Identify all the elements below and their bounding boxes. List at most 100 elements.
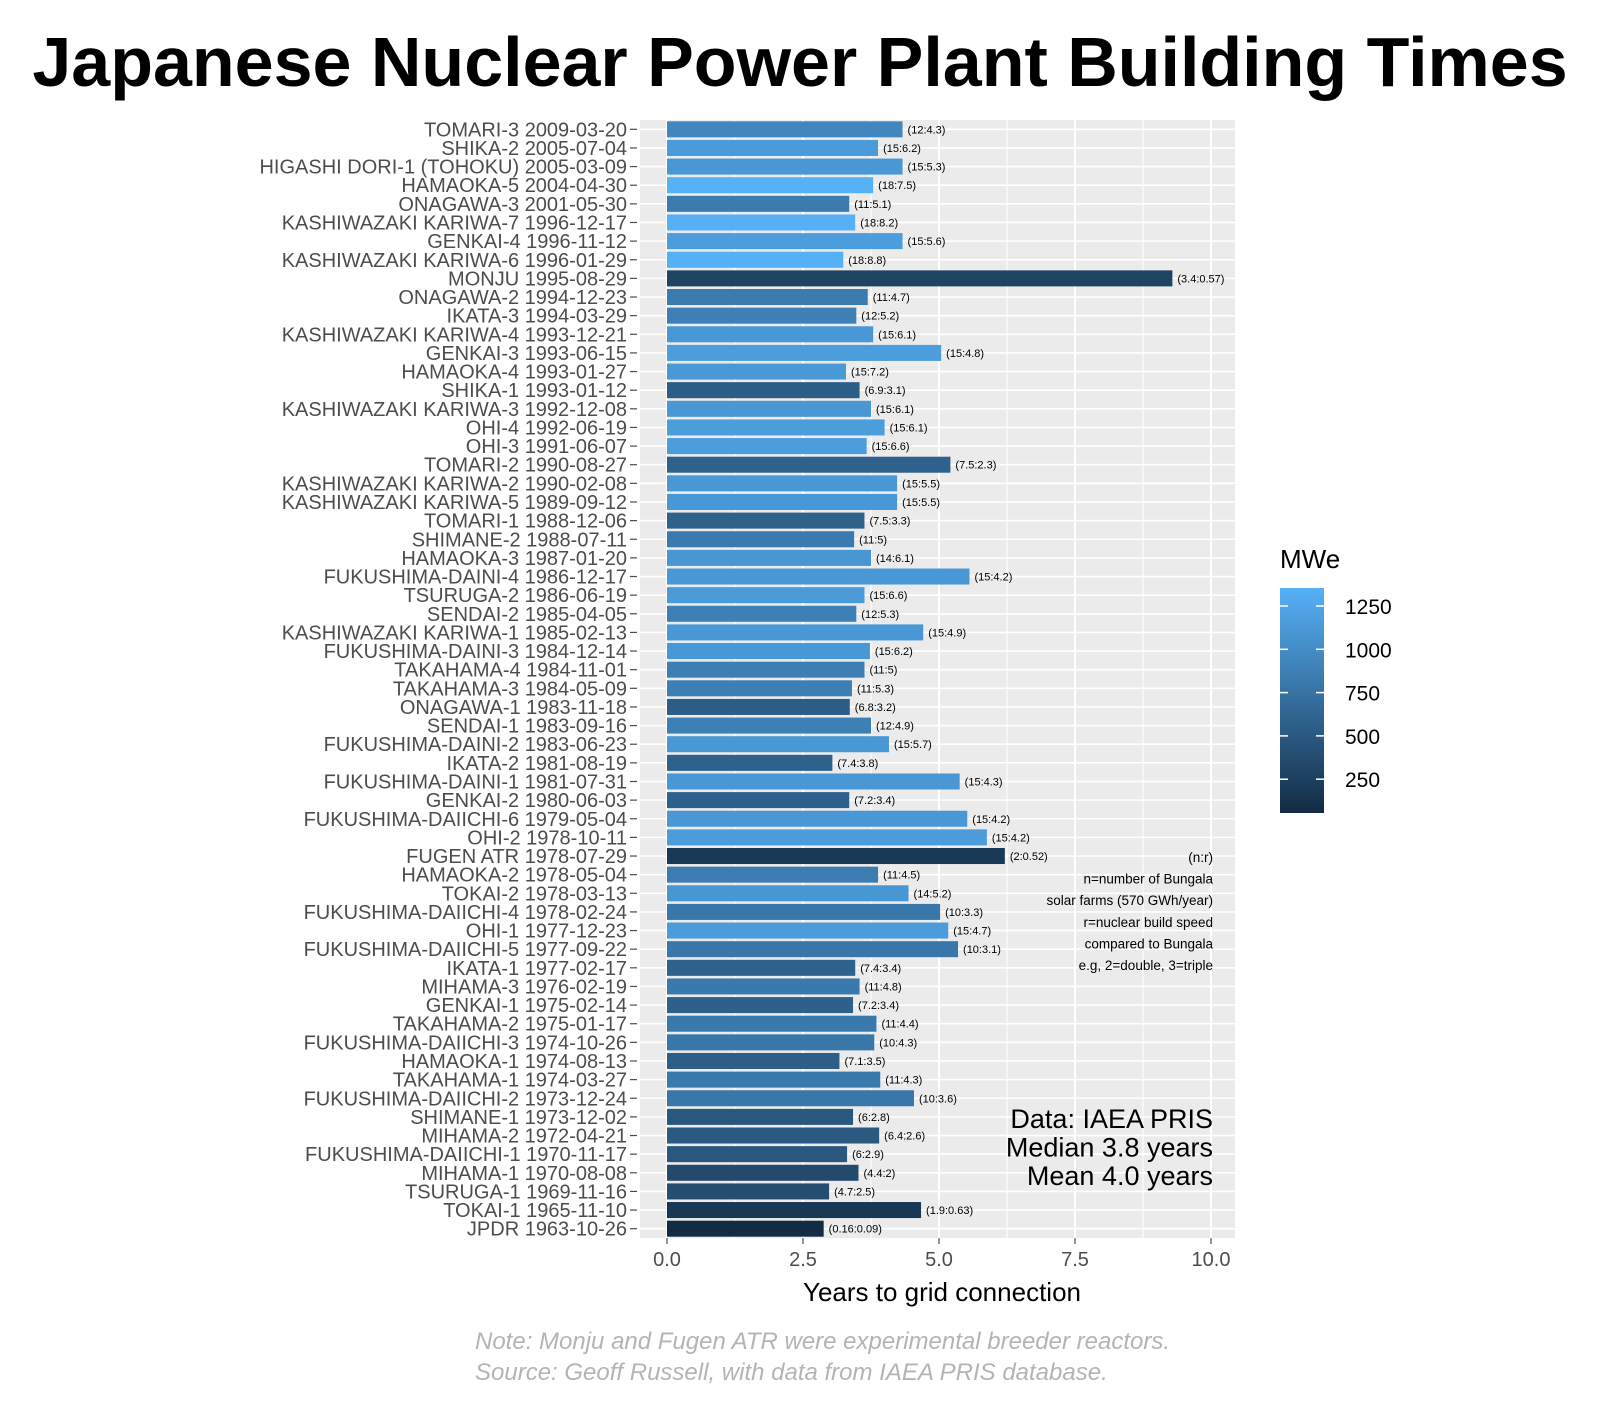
bar-value-label: (6.8:3.2): [855, 702, 896, 714]
category-label: TOKAI-1 1965-11-10: [443, 1200, 627, 1222]
summary-line: Median 3.8 years: [1006, 1133, 1213, 1163]
chart-title: Japanese Nuclear Power Plant Building Ti…: [32, 23, 1568, 101]
bar-value-label: (14:6.1): [876, 553, 914, 565]
category-label: KASHIWAZAKI KARIWA-7 1996-12-17: [282, 212, 627, 234]
category-label: GENKAI-1 1975-02-14: [426, 995, 627, 1017]
footnote-line-2: Source: Geoff Russell, with data from IA…: [475, 1359, 1108, 1386]
bar: [667, 624, 924, 641]
category-label: JPDR 1963-10-26: [467, 1219, 627, 1241]
bar: [667, 792, 850, 809]
bar: [667, 1090, 914, 1107]
category-label: FUKUSHIMA-DAIICHI-4 1978-02-24: [304, 902, 627, 924]
captions: (n:r) n=number of Bungala solar farms (570…: [1006, 850, 1214, 1191]
bar: [667, 1164, 859, 1181]
bar: [667, 754, 833, 771]
bar: [667, 997, 854, 1014]
caption-line: (n:r): [1188, 850, 1213, 865]
bar-value-label: (15:6.1): [878, 329, 916, 341]
bar: [667, 680, 852, 697]
bar: [667, 493, 898, 510]
caption-line: n=number of Bungala: [1084, 872, 1214, 887]
category-label: KASHIWAZAKI KARIWA-4 1993-12-21: [282, 324, 627, 346]
caption-line: e.g, 2=double, 3=triple: [1079, 958, 1213, 973]
bar-value-label: (18:8.2): [860, 217, 898, 229]
category-label: KASHIWAZAKI KARIWA-2 1990-02-08: [282, 473, 627, 495]
bar-value-label: (11:5.3): [857, 683, 894, 695]
bar: [667, 885, 909, 902]
bar: [667, 643, 870, 660]
category-label: FUKUSHIMA-DAIICHI-2 1973-12-24: [304, 1088, 627, 1110]
bar: [667, 661, 865, 678]
category-label: HAMAOKA-5 2004-04-30: [401, 175, 627, 197]
bar: [667, 344, 942, 361]
category-label: KASHIWAZAKI KARIWA-5 1989-09-12: [282, 492, 627, 514]
bar: [667, 959, 856, 976]
category-label: TOMARI-3 2009-03-20: [424, 119, 627, 141]
bar-value-label: (11:4.4): [881, 1019, 918, 1031]
bar: [667, 698, 850, 715]
bar-value-label: (15:4.8): [946, 348, 984, 360]
bar: [667, 251, 844, 268]
bar-value-label: (12:4.9): [876, 721, 914, 733]
summary-line: Mean 4.0 years: [1027, 1161, 1213, 1191]
category-label: MIHAMA-1 1970-08-08: [421, 1163, 627, 1185]
category-label: TOMARI-1 1988-12-06: [424, 511, 627, 533]
category-label: ONAGAWA-3 2001-05-30: [398, 194, 627, 216]
bar-value-label: (15:6.2): [875, 646, 913, 658]
category-label: HAMAOKA-2 1978-05-04: [401, 865, 627, 887]
bar-value-label: (15:7.2): [851, 367, 889, 379]
category-label: MIHAMA-3 1976-02-19: [421, 976, 627, 998]
bar-value-label: (11:4.3): [885, 1075, 922, 1087]
bar-value-label: (4.4:2): [863, 1168, 895, 1180]
bar: [667, 1015, 877, 1032]
bar: [667, 1202, 922, 1219]
bar-value-label: (15:4.9): [928, 627, 966, 639]
bar-value-label: (14:5.2): [914, 888, 952, 900]
bar: [667, 941, 959, 958]
bar: [667, 1146, 848, 1163]
category-label: ONAGAWA-2 1994-12-23: [398, 287, 627, 309]
legend-title: MWe: [1280, 544, 1340, 574]
bar-value-label: (4.7:2.5): [834, 1186, 875, 1198]
category-label: FUKUSHIMA-DAINI-3 1984-12-14: [324, 641, 627, 663]
bar: [667, 1034, 875, 1051]
x-tick-label: 2.5: [789, 1249, 817, 1271]
bar-value-label: (15:6.1): [890, 422, 928, 434]
caption-line: r=nuclear build speed: [1084, 915, 1213, 930]
category-label: OHI-4 1992-06-19: [466, 417, 627, 439]
category-label: TOKAI-2 1978-03-13: [442, 883, 627, 905]
x-tick-label: 7.5: [1061, 1249, 1089, 1271]
bar: [667, 158, 903, 175]
category-label: TAKAHAMA-1 1974-03-27: [393, 1070, 627, 1092]
bar-value-label: (15:4.7): [953, 926, 991, 938]
bar-value-label: (11:4.5): [883, 870, 920, 882]
category-label: TOMARI-2 1990-08-27: [424, 455, 627, 477]
category-label: MONJU 1995-08-29: [448, 268, 627, 290]
bar-value-label: (12:4.3): [908, 124, 946, 136]
category-label: HAMAOKA-1 1974-08-13: [401, 1051, 627, 1073]
bar-value-label: (15:4.2): [972, 814, 1010, 826]
category-label: OHI-1 1977-12-23: [466, 921, 627, 943]
bar-value-label: (10:4.3): [879, 1037, 917, 1049]
bar: [667, 1052, 840, 1069]
category-label: ONAGAWA-1 1983-11-18: [400, 697, 627, 719]
bar: [667, 605, 857, 622]
bar: [667, 736, 889, 753]
category-label: GENKAI-3 1993-06-15: [426, 343, 627, 365]
bar: [667, 717, 871, 734]
x-tick-label: 0.0: [653, 1249, 681, 1271]
bar-value-label: (10:3.1): [963, 944, 1001, 956]
bar: [667, 773, 960, 790]
category-label: MIHAMA-2 1972-04-21: [421, 1126, 627, 1148]
bar-value-label: (12:5.2): [861, 311, 899, 323]
bar-value-label: (2:0.52): [1010, 851, 1048, 863]
category-label: SHIMANE-1 1973-12-02: [410, 1107, 627, 1129]
category-label: IKATA-1 1977-02-17: [447, 958, 627, 980]
bar: [667, 512, 865, 529]
category-label: HAMAOKA-4 1993-01-27: [401, 362, 627, 384]
bar: [667, 195, 850, 212]
bar: [667, 848, 1005, 865]
legend-tick-label: 500: [1345, 726, 1380, 749]
category-label: TAKAHAMA-4 1984-11-01: [394, 660, 627, 682]
category-label: FUKUSHIMA-DAIICHI-3 1974-10-26: [304, 1032, 627, 1054]
